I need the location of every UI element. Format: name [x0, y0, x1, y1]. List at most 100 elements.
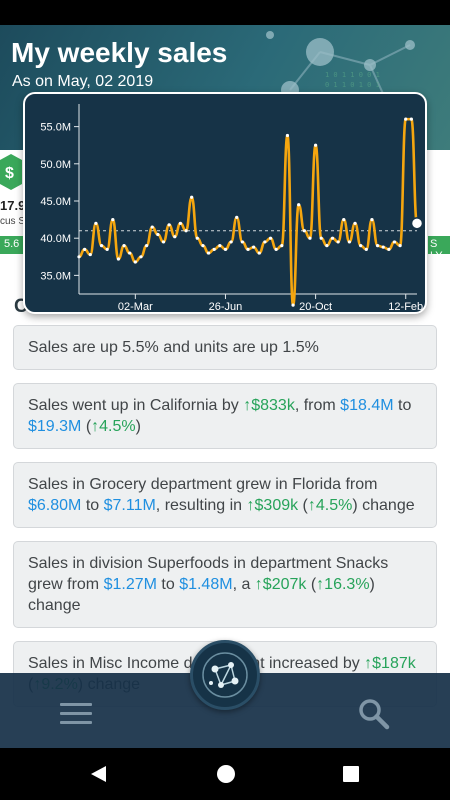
- up-arrow-icon: ↑: [91, 418, 100, 435]
- data-point: [364, 247, 368, 251]
- data-point: [173, 235, 177, 239]
- insight-card[interactable]: Sales in division Superfoods in departme…: [13, 541, 437, 628]
- data-point: [336, 240, 340, 244]
- x-tick-label: 26-Jun: [209, 301, 243, 312]
- data-point: [308, 236, 312, 240]
- data-point: [167, 223, 171, 227]
- insight-text: , from: [294, 397, 341, 414]
- page-subtitle: As on May, 02 2019: [12, 73, 154, 90]
- data-point: [274, 247, 278, 251]
- insight-text: to: [393, 397, 412, 414]
- search-icon[interactable]: [357, 697, 391, 731]
- back-icon[interactable]: [88, 764, 108, 784]
- data-point: [325, 244, 329, 248]
- data-point: [392, 240, 397, 244]
- data-point: [268, 236, 273, 240]
- insight-text: (: [298, 497, 308, 514]
- data-point: [195, 236, 199, 240]
- y-tick-label: 55.0M: [40, 122, 71, 134]
- data-point: [223, 247, 228, 251]
- data-point: [212, 247, 216, 251]
- up-arrow-icon: ↑: [307, 497, 316, 514]
- data-point: [139, 255, 143, 259]
- data-point: [297, 203, 301, 207]
- data-point: [133, 260, 137, 264]
- insight-value: $309k: [254, 497, 299, 514]
- data-point: [285, 133, 290, 138]
- data-point: [156, 232, 160, 237]
- svg-text:0 1 1 0 1 0 1: 0 1 1 0 1 0 1: [325, 81, 380, 89]
- data-point: [184, 229, 188, 233]
- network-logo-button[interactable]: [190, 640, 260, 710]
- data-point: [314, 143, 318, 147]
- insight-text: Sales in Grocery department grew in Flor…: [28, 476, 378, 493]
- sales-series-line: [78, 117, 419, 307]
- data-point: [161, 240, 166, 244]
- status-bar: [0, 0, 450, 25]
- x-tick-label: 02-Mar: [118, 301, 153, 312]
- data-point: [398, 244, 402, 248]
- insight-text: Sales are up 5.5% and units are up 1.5%: [28, 339, 319, 356]
- insight-value: $207k: [262, 576, 307, 593]
- hamburger-menu-icon[interactable]: [60, 703, 92, 725]
- insight-card[interactable]: Sales are up 5.5% and units are up 1.5%: [13, 325, 437, 370]
- data-point: [280, 244, 284, 248]
- page-title: My weekly sales: [11, 37, 228, 68]
- insight-value: $1.27M: [103, 576, 157, 593]
- sales-chart-card[interactable]: 35.0M 40.0M 45.0M 50.0M 55.0M 02-Mar 26-Jun 20-…: [23, 92, 427, 314]
- insight-value: $833k: [251, 397, 295, 414]
- insight-value: $187k: [372, 655, 416, 672]
- insight-card[interactable]: Sales went up in California by ↑$833k, f…: [13, 383, 437, 449]
- up-arrow-icon: ↑: [316, 576, 325, 593]
- data-point: [404, 117, 408, 121]
- kpi-ly-badge: S LY: [428, 236, 450, 262]
- data-point: [105, 247, 109, 251]
- data-point: [77, 255, 81, 259]
- data-point: [206, 251, 211, 255]
- insight-value: $6.80M: [28, 497, 82, 514]
- insight-value: $18.4M: [340, 397, 394, 414]
- insight-value: $7.11M: [103, 497, 156, 514]
- insight-card[interactable]: Sales in Grocery department grew in Flor…: [13, 462, 437, 528]
- insight-text: , a: [232, 576, 255, 593]
- y-tick-label: 40.0M: [40, 233, 71, 245]
- data-point: [94, 221, 98, 225]
- data-point: [218, 244, 222, 248]
- home-icon[interactable]: [216, 764, 236, 784]
- insight-value: $1.48M: [179, 576, 233, 593]
- data-point: [145, 244, 149, 248]
- x-tick-label: 20-Oct: [299, 301, 332, 312]
- data-point: [229, 240, 233, 244]
- data-point: [347, 240, 351, 244]
- data-point: [83, 247, 87, 251]
- data-point: [291, 303, 295, 307]
- insight-value: 4.5%: [99, 418, 136, 435]
- data-point: [99, 244, 104, 248]
- up-arrow-icon: ↑: [243, 397, 252, 414]
- insight-text: to: [156, 576, 180, 593]
- insight-text: Sales went up in California by: [28, 397, 244, 414]
- data-point: [409, 117, 413, 121]
- recent-apps-icon[interactable]: [343, 766, 359, 782]
- y-tick-label: 50.0M: [40, 159, 71, 171]
- insight-text: (: [306, 576, 317, 593]
- insight-text: (: [81, 418, 92, 435]
- data-point: [178, 221, 182, 225]
- insight-text: , resulting in: [155, 497, 247, 514]
- y-tick-label: 45.0M: [40, 196, 71, 208]
- svg-text:1 0 1 1 0 0 1: 1 0 1 1 0 0 1: [325, 71, 380, 79]
- data-point: [128, 251, 132, 255]
- data-point: [302, 229, 306, 233]
- insight-text: Sales in division Superfoods in departme…: [28, 555, 389, 593]
- sales-line-chart[interactable]: 35.0M 40.0M 45.0M 50.0M 55.0M 02-Mar 26-Jun 20-…: [25, 94, 425, 312]
- data-point: [111, 218, 115, 222]
- kpi-label: cus S: [0, 216, 26, 227]
- data-point: [116, 257, 121, 261]
- insight-text: to: [81, 497, 104, 514]
- up-arrow-icon: ↑: [364, 655, 373, 672]
- insight-text: ) change: [28, 576, 375, 614]
- up-arrow-icon: ↑: [254, 576, 263, 593]
- data-point: [375, 244, 380, 248]
- dollar-icon: $: [0, 154, 22, 190]
- data-point: [387, 247, 391, 251]
